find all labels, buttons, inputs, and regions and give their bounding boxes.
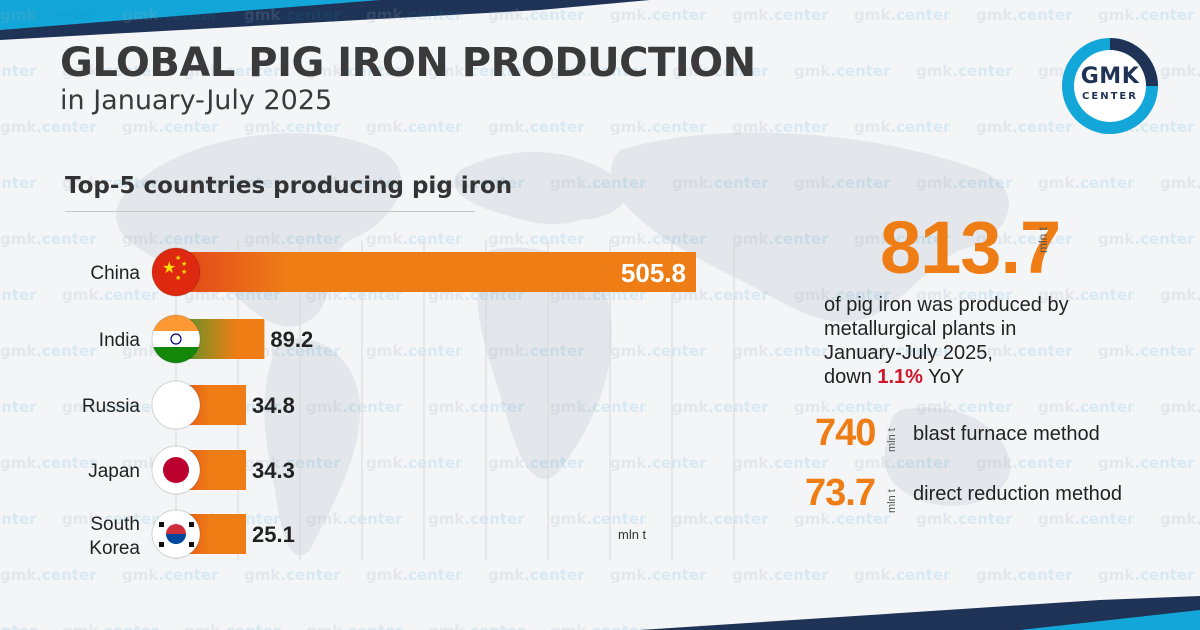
gmk-center-logo: GMK CENTER	[1060, 36, 1160, 136]
bar-china	[172, 252, 696, 292]
japan-flag-icon	[151, 445, 201, 495]
total-unit: mln t	[1036, 226, 1050, 253]
country-label: China	[90, 263, 140, 284]
value-label: 25.1	[252, 522, 295, 547]
yoy-change: 1.1%	[877, 366, 923, 388]
logo-text-center: CENTER	[1082, 91, 1138, 102]
country-label: India	[99, 330, 141, 351]
desc-line-3: January-July 2025,	[824, 342, 993, 364]
chart-title: Top-5 countries producing pig iron	[65, 173, 513, 199]
svg-text:★: ★	[175, 274, 181, 282]
world-map-background	[116, 132, 1011, 556]
blast-furnace-unit: mln t	[886, 428, 898, 452]
value-label: 34.8	[252, 393, 295, 418]
top-decor-band	[0, 0, 650, 40]
desc-line-1: of pig iron was produced by	[824, 294, 1069, 316]
value-label: 89.2	[270, 327, 313, 352]
country-label: Japan	[88, 461, 140, 482]
svg-text:★: ★	[181, 260, 187, 268]
value-label: 34.3	[252, 458, 295, 483]
page-title: GLOBAL PIG IRON PRODUCTION	[60, 40, 756, 86]
blast-furnace-label: blast furnace method	[913, 423, 1100, 445]
china-flag-icon: ★★★★★	[151, 247, 201, 297]
desc-pre: down	[824, 366, 878, 388]
desc-line-2: metallurgical plants in	[824, 318, 1017, 340]
direct-reduction-unit: mln t	[886, 489, 898, 513]
south-korea-flag-icon	[151, 509, 201, 559]
country-label: Russia	[82, 396, 141, 417]
chart-title-underline	[65, 211, 475, 212]
blast-furnace-value: 740	[815, 412, 876, 454]
direct-reduction-label: direct reduction method	[913, 483, 1123, 505]
desc-line-4: down 1.1% YoY	[824, 365, 1154, 389]
value-label: 505.8	[621, 258, 686, 288]
svg-text:★: ★	[175, 254, 181, 262]
logo-ring-icon	[1062, 38, 1158, 134]
india-flag-icon	[151, 314, 201, 364]
desc-post: YoY	[922, 366, 965, 388]
svg-text:★: ★	[162, 258, 176, 277]
total-value: 813.7	[880, 206, 1061, 289]
direct-reduction-value: 73.7	[805, 472, 876, 514]
total-description: of pig iron was produced by metallurgica…	[824, 293, 1154, 389]
page-subtitle: in January-July 2025	[60, 85, 333, 116]
svg-text:★: ★	[181, 268, 187, 276]
logo-text-gmk: GMK	[1080, 64, 1140, 89]
russia-flag-icon	[151, 380, 201, 430]
bottom-decor-band	[640, 596, 1200, 630]
country-label: South Korea	[89, 514, 140, 559]
unit-label: mln t	[618, 527, 647, 542]
